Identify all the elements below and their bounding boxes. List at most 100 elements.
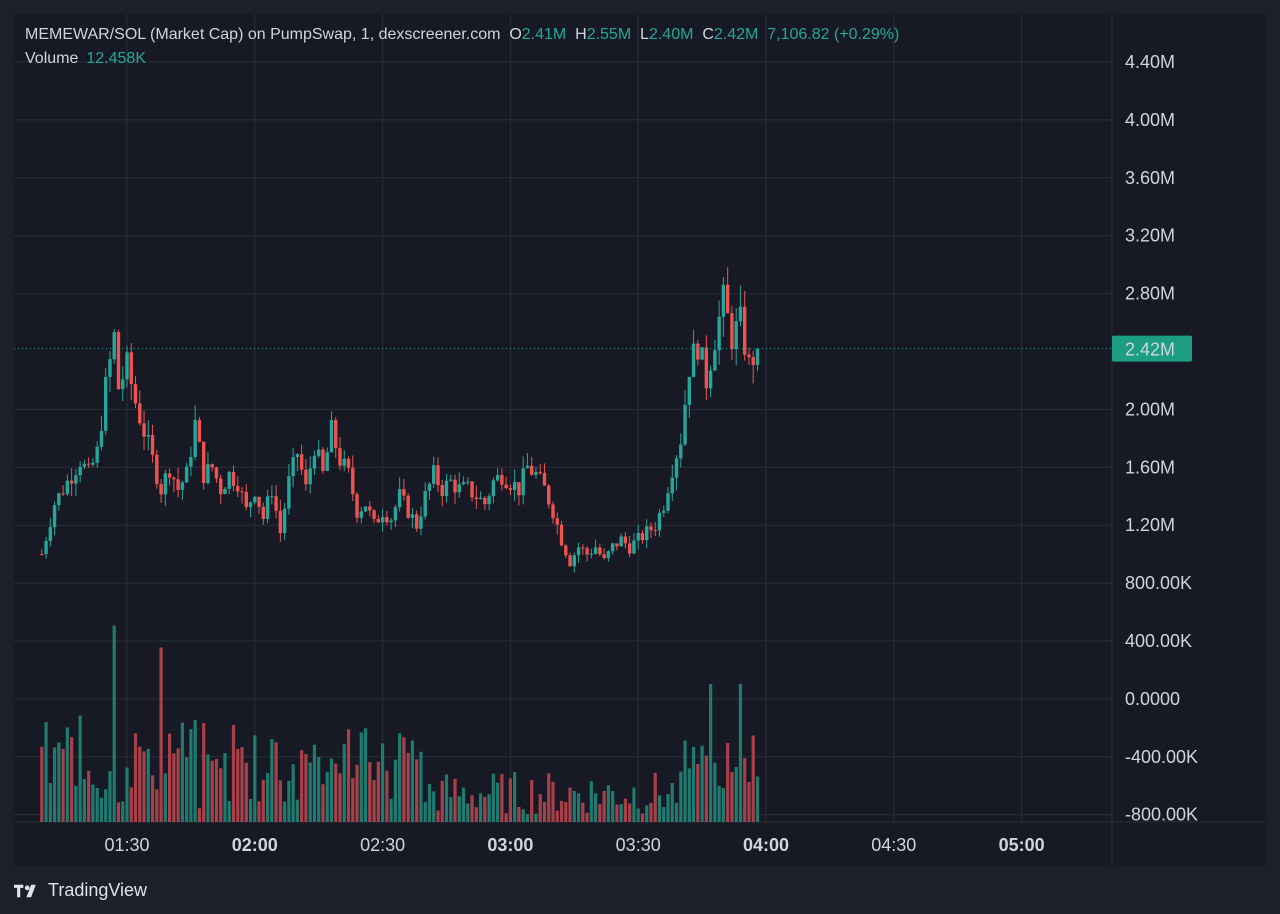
volume-bar: [457, 796, 461, 822]
candle-body: [713, 350, 717, 371]
candle-body: [410, 514, 415, 518]
volume-bar: [738, 683, 743, 822]
volume-bar: [210, 760, 214, 822]
volume-bar: [679, 771, 683, 822]
volume-bar: [444, 774, 449, 822]
high-label: H: [575, 26, 587, 43]
candle-body: [389, 520, 393, 523]
candle-body: [751, 357, 755, 365]
x-axis-tick: 03:30: [616, 835, 661, 855]
volume-bar: [138, 746, 142, 822]
volume-bar: [623, 798, 628, 822]
tradingview-brand[interactable]: TradingView: [14, 880, 147, 901]
volume-bar: [214, 759, 219, 822]
volume-bar: [253, 735, 257, 822]
candle-body: [696, 343, 700, 360]
x-axis-tick: 05:00: [999, 835, 1045, 855]
volume-bar: [197, 808, 202, 822]
volume-bar: [500, 774, 504, 822]
volume-bar: [751, 735, 755, 822]
volume-bar: [559, 800, 564, 822]
candle-body: [376, 518, 381, 523]
candle-body: [359, 511, 363, 518]
volume-bar: [95, 787, 99, 822]
candle-body: [189, 456, 193, 467]
volume-bar: [662, 807, 666, 822]
volume-bar: [415, 759, 419, 822]
candle-body: [231, 472, 236, 486]
low-label: L: [640, 26, 649, 43]
candle-body: [564, 545, 568, 556]
volume-bar: [172, 753, 176, 822]
candle-body: [278, 510, 283, 534]
volume-bar: [525, 814, 530, 822]
volume-bar: [385, 770, 389, 822]
volume-bar: [474, 807, 478, 822]
candle-body: [653, 530, 657, 532]
candle-body: [512, 482, 517, 490]
candle-body: [449, 479, 453, 481]
volume-bar: [496, 782, 500, 822]
volume-bar: [168, 733, 172, 822]
candle-body: [236, 485, 240, 492]
volume-bar: [381, 743, 385, 822]
candle-body: [346, 458, 351, 468]
candle-body: [138, 403, 142, 424]
volume-bar: [704, 755, 708, 822]
candle-body: [146, 434, 150, 437]
volume-bar: [363, 728, 368, 822]
candle-body: [444, 480, 449, 497]
volume-bar: [478, 793, 483, 822]
candle-body: [521, 468, 525, 496]
volume-bar: [628, 803, 632, 822]
volume-bar: [726, 742, 730, 822]
candle-body: [623, 536, 628, 544]
candle-body: [466, 481, 470, 483]
volume-bar: [112, 625, 116, 822]
volume-bar: [163, 773, 167, 822]
volume-bar: [645, 805, 649, 822]
candle-body: [99, 430, 104, 447]
y-axis-tick: -800.00K: [1125, 805, 1198, 825]
volume-bar: [389, 798, 393, 822]
candle-body: [57, 493, 61, 506]
candle-body: [308, 468, 312, 485]
candle-body: [457, 484, 461, 493]
candle-body: [504, 484, 508, 489]
candle-body: [150, 434, 155, 455]
candle-body: [91, 462, 95, 465]
volume-bar: [231, 724, 236, 822]
candle-body: [576, 547, 581, 556]
candle-body: [679, 444, 683, 459]
volume-bar: [48, 783, 52, 822]
volume-bar: [423, 801, 427, 822]
volume-bar: [295, 799, 299, 822]
volume-bar: [713, 762, 717, 822]
candle-body: [551, 504, 555, 519]
candle-body: [645, 526, 649, 541]
volume-bar: [606, 785, 610, 822]
volume-bar: [521, 809, 525, 822]
close-label: C: [702, 26, 714, 43]
y-axis-tick: 1.20M: [1125, 515, 1175, 535]
candle-body: [534, 471, 538, 475]
volume-bar: [359, 732, 363, 822]
candle-body: [755, 348, 760, 365]
candle-body: [108, 359, 112, 377]
x-axis-tick: 01:30: [104, 835, 149, 855]
candle-body: [598, 547, 602, 555]
volume-bar: [513, 772, 517, 822]
volume-bar: [65, 727, 69, 822]
candle-body: [265, 496, 270, 519]
x-axis-tick: 04:00: [743, 835, 789, 855]
volume-bar: [351, 778, 355, 822]
candle-body: [581, 547, 585, 549]
volume-bar: [461, 787, 466, 822]
candle-body: [163, 473, 168, 495]
chart-frame[interactable]: [14, 14, 1266, 866]
volume-bar: [717, 785, 721, 822]
last-price-label: 2.42M: [1125, 340, 1175, 360]
volume-bar: [193, 719, 197, 822]
candle-body: [355, 494, 359, 518]
